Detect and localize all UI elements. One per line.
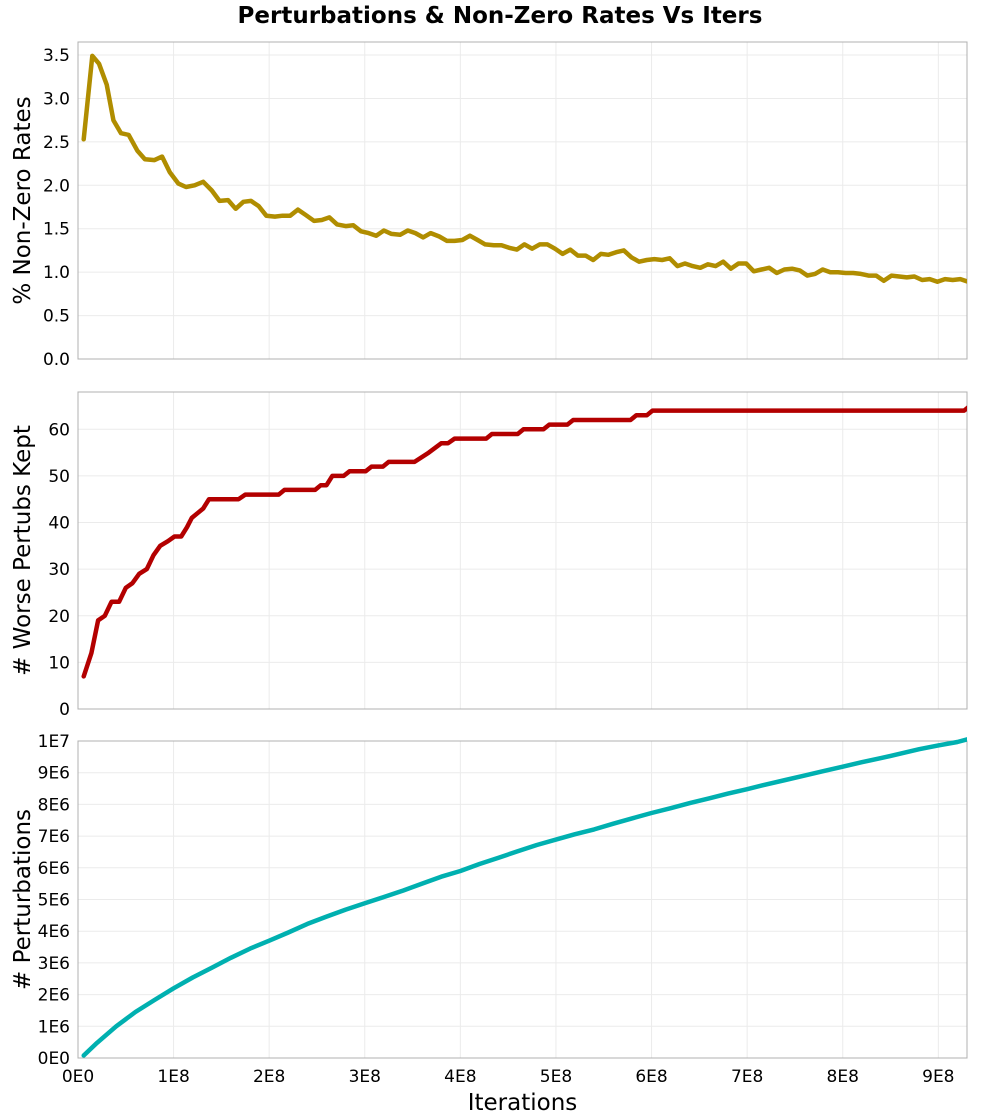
chart-title: Perturbations & Non-Zero Rates Vs Iters <box>238 3 763 29</box>
y-tick-label: 30 <box>48 560 70 580</box>
series-line-perturbations <box>81 737 967 1058</box>
y-tick-label: 3.5 <box>43 46 70 66</box>
y-tick-label: 7E6 <box>38 827 70 847</box>
series-line-worse-perturbs <box>81 405 967 679</box>
panel-nonzero-rate: 0.0 0.5 1.0 1.5 2.0 2.5 3.0 3.5 % Non-Zero Rates <box>10 41 968 370</box>
y-axis-label: # Perturbations <box>10 809 36 990</box>
y-tick-label: 50 <box>48 467 70 487</box>
y-tick-label: 60 <box>48 420 70 440</box>
plot-frame <box>77 740 968 1059</box>
y-tick-label: 0.5 <box>43 307 70 327</box>
x-tick-label: 1E8 <box>157 1067 189 1087</box>
x-tick-label: 6E8 <box>635 1067 667 1087</box>
y-tick-label: 0E0 <box>38 1049 70 1069</box>
x-tick-label: 8E8 <box>827 1067 859 1087</box>
x-tick-label: 4E8 <box>444 1067 476 1087</box>
y-tick-label: 6E6 <box>38 859 70 879</box>
y-axis-label: # Worse Pertubs Kept <box>10 425 36 676</box>
y-tick-label: 1E6 <box>38 1017 70 1037</box>
y-tick-label: 2.5 <box>43 133 70 153</box>
y-tick-label: 1.5 <box>43 220 70 240</box>
y-tick-label: 0 <box>59 700 70 720</box>
x-tick-label: 3E8 <box>349 1067 381 1087</box>
y-tick-label: 10 <box>48 653 70 673</box>
chart-panels: 0.0 0.5 1.0 1.5 2.0 2.5 3.0 3.5 % Non-Zero Rates… <box>10 41 968 1116</box>
plot-frame <box>77 41 968 360</box>
y-tick-label: 1E7 <box>38 732 70 752</box>
x-tick-label: 0E0 <box>62 1067 94 1087</box>
plot-frame <box>77 391 968 710</box>
panel-perturbations: 0E0 1E6 2E6 3E6 4E6 5E6 6E6 7E6 8E6 9E6 1E7 0E0 1E8 2… <box>10 732 968 1116</box>
x-tick-label: 7E8 <box>731 1067 763 1087</box>
y-tick-label: 3E6 <box>38 954 70 974</box>
series-line-nonzero-rate <box>81 53 967 284</box>
x-tick-label: 9E8 <box>922 1067 954 1087</box>
y-tick-label: 8E6 <box>38 795 70 815</box>
y-tick-label: 5E6 <box>38 891 70 911</box>
y-tick-label: 2E6 <box>38 986 70 1006</box>
y-tick-label: 0.0 <box>43 350 70 370</box>
y-tick-label: 40 <box>48 514 70 534</box>
x-tick-label: 5E8 <box>540 1067 572 1087</box>
y-tick-label: 3.0 <box>43 89 70 109</box>
x-tick-label: 2E8 <box>253 1067 285 1087</box>
y-tick-label: 20 <box>48 607 70 627</box>
y-tick-label: 4E6 <box>38 922 70 942</box>
y-tick-label: 1.0 <box>43 263 70 283</box>
x-axis-label: Iterations <box>468 1090 578 1116</box>
y-axis-label: % Non-Zero Rates <box>10 96 36 304</box>
y-tick-label: 9E6 <box>38 764 70 784</box>
y-tick-label: 2.0 <box>43 176 70 196</box>
panel-worse-perturbs: 0 10 20 30 40 50 60 # Worse Pertubs Kept <box>10 391 968 720</box>
